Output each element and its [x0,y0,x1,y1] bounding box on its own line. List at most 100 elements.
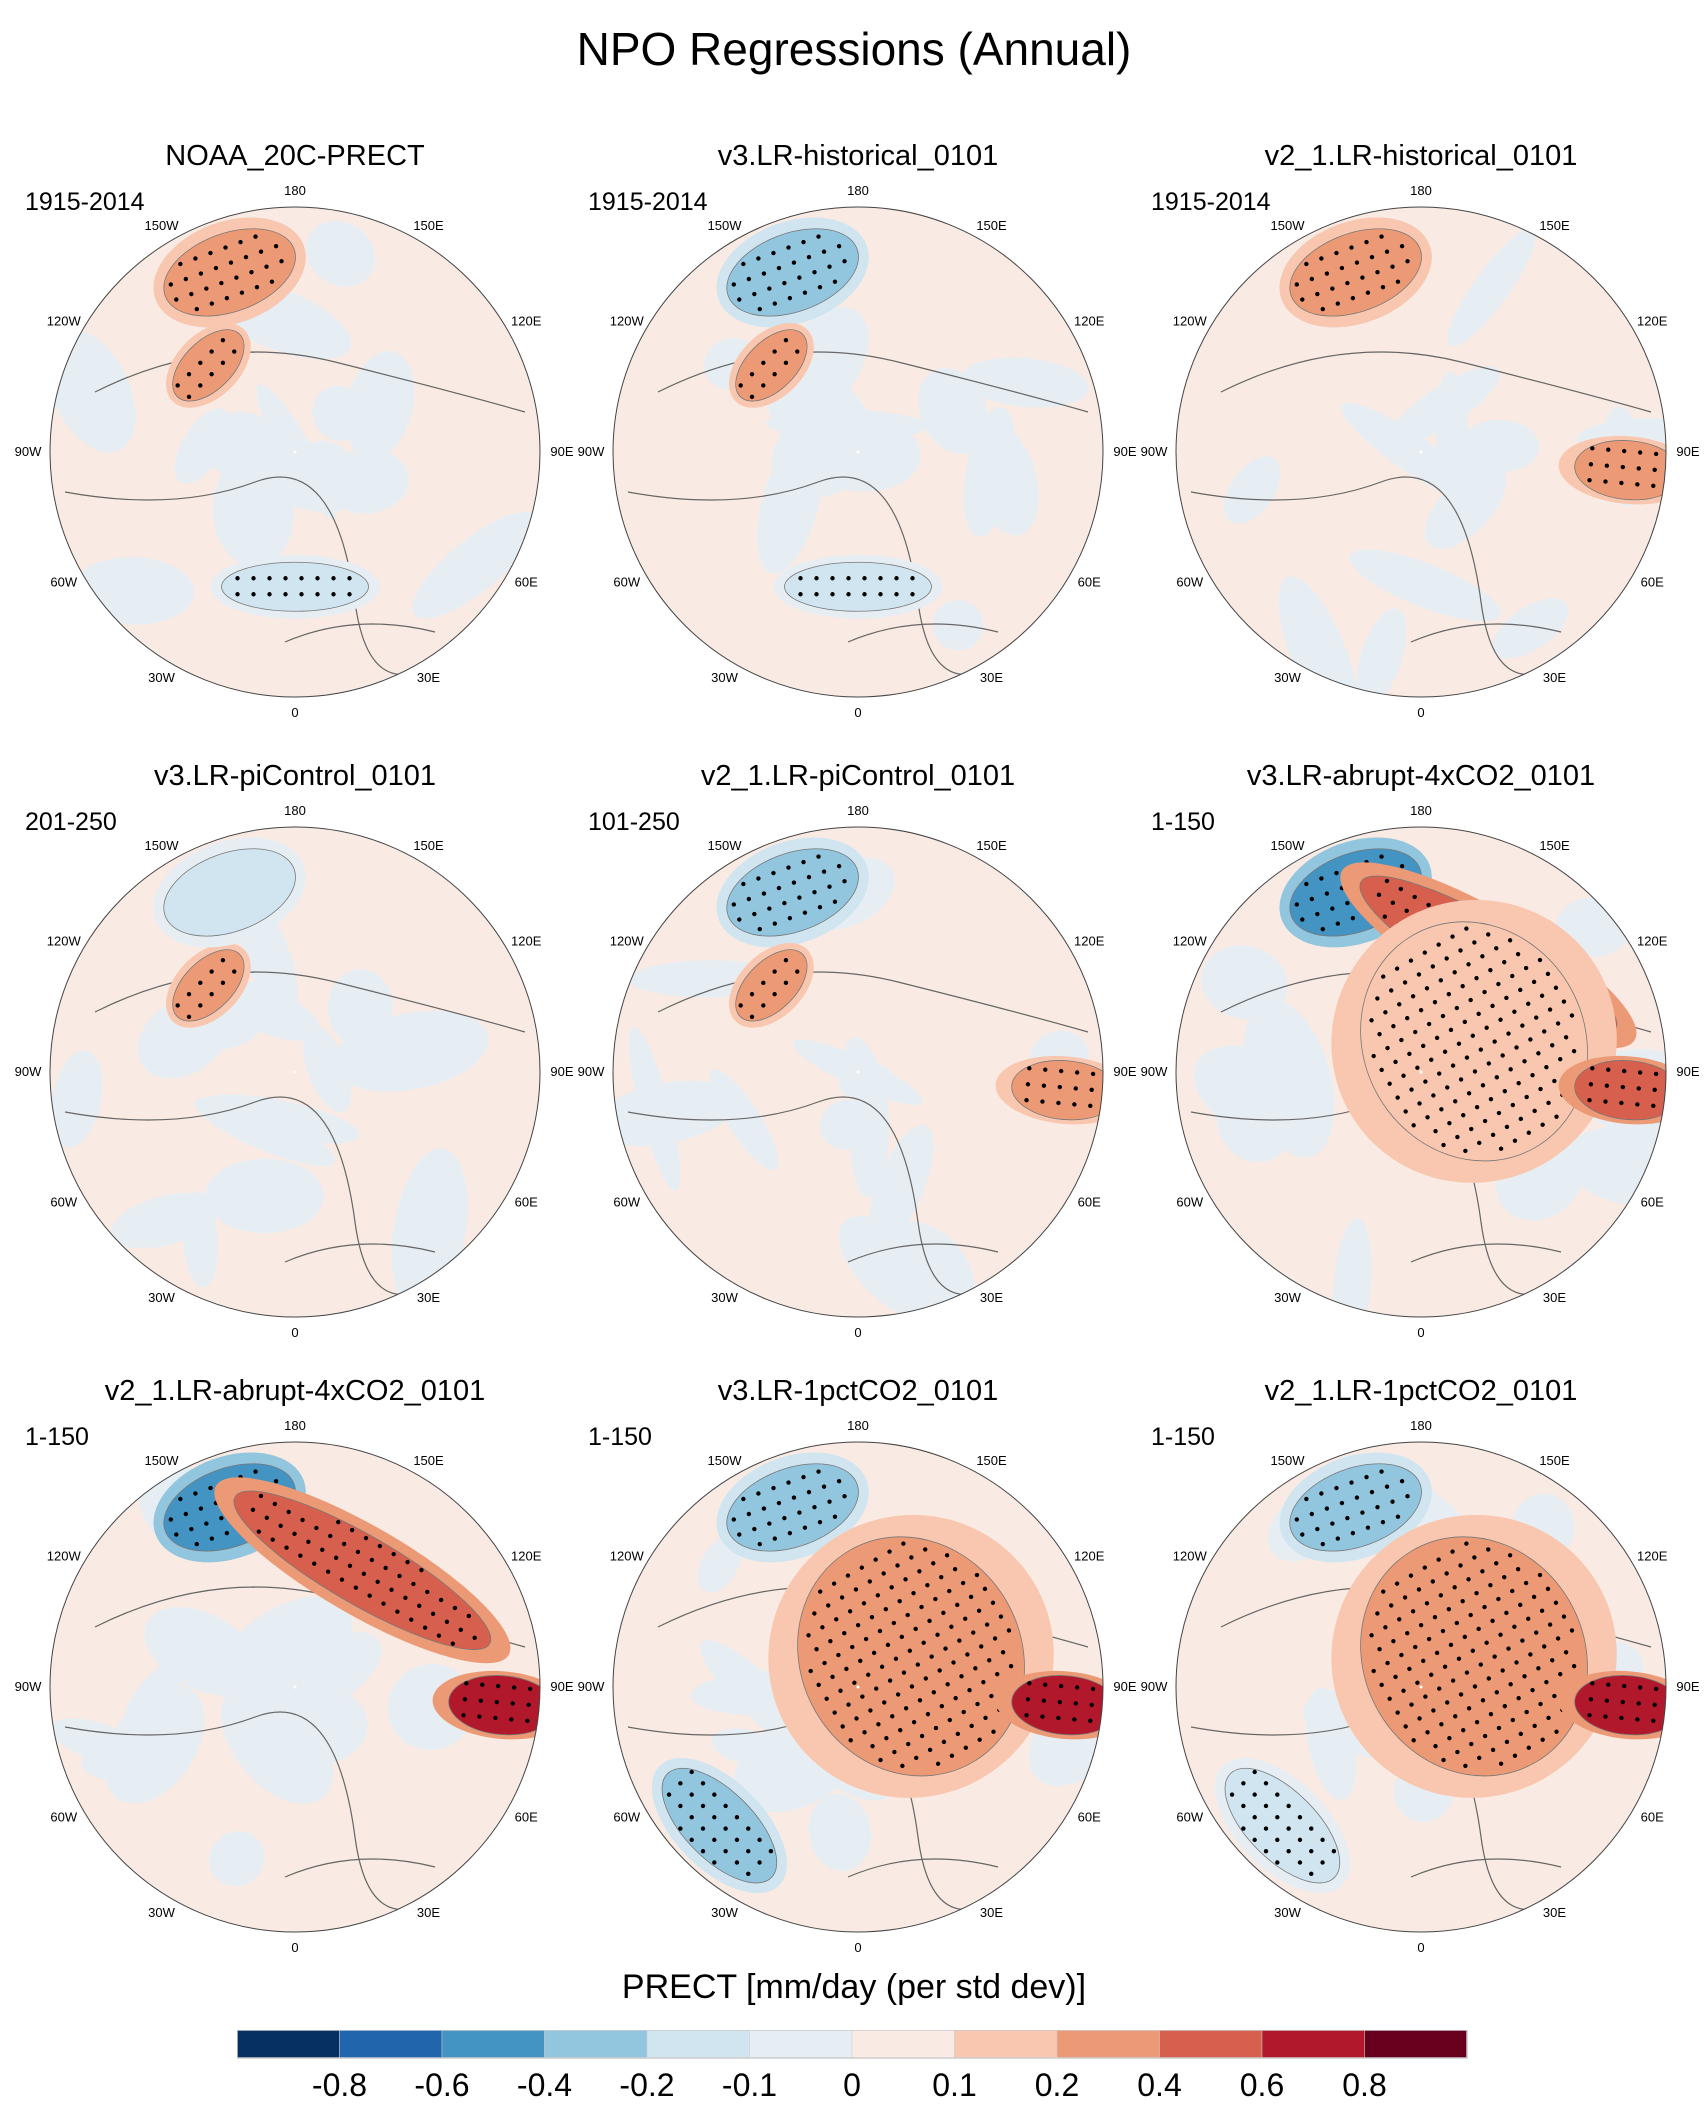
significance-dot [1413,1029,1418,1035]
significance-dot [826,1603,831,1608]
significance-dot [1072,1102,1077,1107]
colorbar-bin [441,2030,545,2059]
significance-dot [783,958,789,963]
significance-dot [700,1781,706,1786]
significance-dot [1490,1003,1495,1009]
longitude-label: 120E [1074,934,1105,949]
significance-dot [1637,450,1643,455]
significance-dot [802,290,808,295]
significance-dot [1309,896,1315,902]
significance-dot [1431,1093,1436,1098]
significance-dot [761,360,766,366]
significance-dot [689,1769,694,1775]
longitude-label: 120W [610,1549,645,1564]
noise-patch [306,220,376,287]
stipple-group [175,338,237,399]
map-border [49,206,541,698]
significance-dot [955,1731,961,1737]
significance-dot [1411,1738,1416,1743]
significance-dot [1474,1590,1479,1596]
significance-dot [1590,446,1595,451]
significance-dot [1382,914,1388,919]
significance-dot [941,1739,947,1745]
noise-patch [212,454,294,568]
significance-dot [256,1529,262,1534]
significance-dot [1478,1662,1484,1667]
significance-dot [737,297,742,302]
longitude-label: 30W [711,1905,738,1920]
significance-dot [1330,1521,1335,1526]
significance-dot [901,1541,906,1546]
significance-dot [1320,926,1325,932]
significance-dot [1437,1686,1442,1691]
significance-dot [1309,1848,1314,1854]
panel-title: v3.LR-piControl_0101 [153,760,437,792]
significance-dot [862,1730,867,1735]
significance-dot [1635,1717,1640,1722]
significance-dot [1389,988,1394,993]
significance-dot [1410,1609,1416,1614]
longitude-label: 120E [511,934,542,949]
significance-dot [817,284,823,290]
significance-dot [1464,1670,1470,1675]
significance-dot [198,1506,204,1511]
significance-dot [1542,1644,1547,1649]
longitude-label: 0 [291,1940,298,1955]
significance-dot [983,1715,988,1721]
significance-dot [349,1527,355,1533]
stipple-group [1024,1681,1096,1723]
longitude-label: 60E [515,1810,538,1825]
significance-dot [1526,1001,1531,1006]
significance-dot [827,1499,832,1504]
significance-dot [881,1571,886,1576]
polar-map: 180 150E 120E 90E 60E 30E 0 30W 60W 90W 120W 150W [15,183,574,720]
significance-dot [1603,1714,1608,1719]
significance-dot [845,1573,851,1578]
significance-dot [761,271,767,276]
significance-dot [814,1646,819,1652]
colorbar-bin [646,2030,750,2059]
noise-patch [1390,366,1501,445]
significance-dot [1464,926,1469,931]
significance-dot [168,1517,174,1522]
significance-dot [1506,1031,1511,1036]
significance-dot [1350,915,1356,921]
map-border [49,1441,541,1933]
panel-title: v2_1.LR-historical_0101 [1264,140,1578,172]
significance-dot [405,1559,410,1565]
stipple-group [806,1541,1014,1769]
longitude-label: 90E [1676,1679,1699,1694]
map-panel: v3.LR-historical_0101 1915-2014 180 150E 120… [578,140,1138,740]
significance-dot [1456,1041,1462,1046]
anomaly-region [172,949,245,1022]
noise-patch [1201,945,1288,1020]
significance-dot [1430,964,1436,969]
significance-dot [466,1613,472,1619]
significance-dot [1588,462,1594,467]
significance-dot [279,259,284,264]
longitude-label: 30E [980,670,1003,685]
significance-dot [776,885,782,891]
significance-dot [1653,1071,1659,1077]
significance-dot [1526,1616,1531,1621]
significance-dot [952,1566,958,1572]
significance-dot [939,1703,945,1709]
significance-dot [712,1837,717,1843]
significance-dot [1514,1660,1519,1665]
significance-dot [1105,1089,1110,1094]
significance-dot [1444,1571,1449,1576]
significance-dot [1394,1581,1400,1586]
significance-dot [884,1735,889,1741]
pole-marker [1419,1070,1423,1074]
significance-dot [1486,1676,1492,1681]
significance-dot [1476,1626,1481,1632]
significance-dot [1486,932,1491,937]
significance-dot [1554,1729,1559,1734]
significance-dot [772,921,778,926]
significance-dot [286,1509,291,1515]
significance-dot [963,1616,968,1621]
significance-dot [772,991,777,997]
significance-dot [761,891,767,896]
significance-dot [783,360,789,366]
significance-dot [977,1737,982,1742]
